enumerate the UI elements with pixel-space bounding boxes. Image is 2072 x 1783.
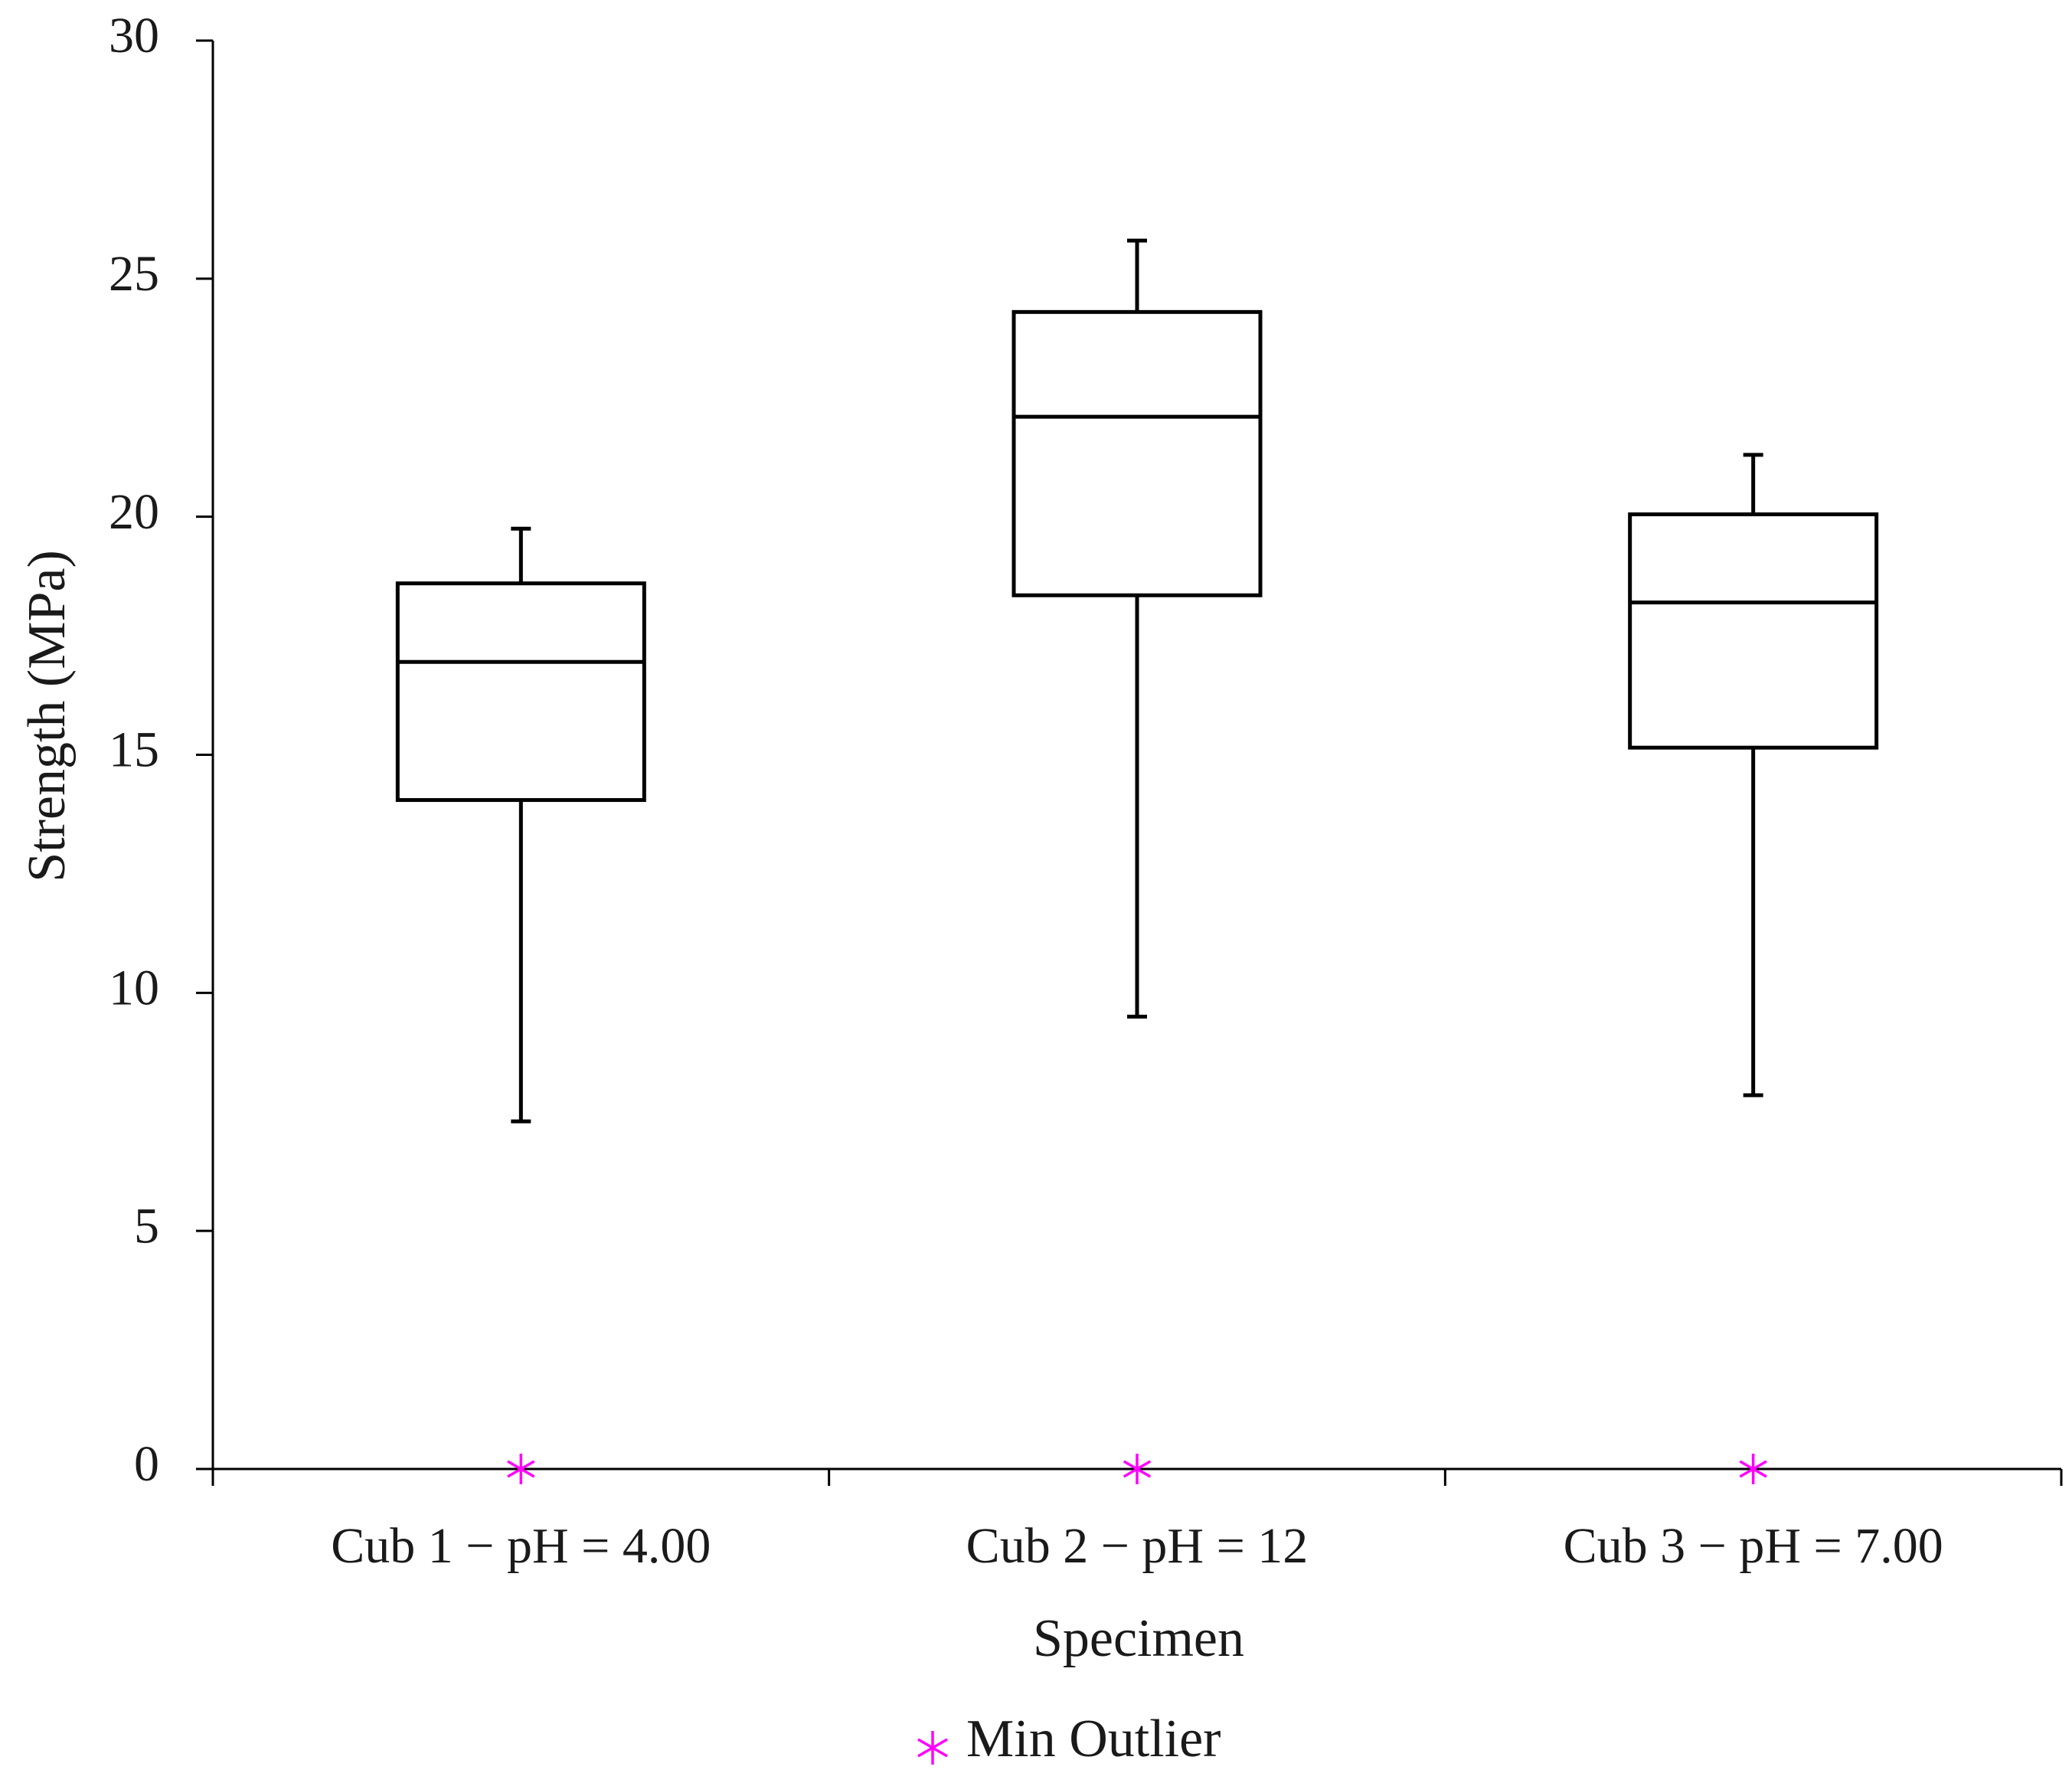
- min-outlier-point: [1123, 1454, 1152, 1484]
- box-1: [395, 526, 646, 1124]
- y-tick-label: 10: [109, 960, 159, 1016]
- x-tick-label: Cub 1 − pH = 4.00: [331, 1518, 711, 1574]
- x-tick-label: Cub 3 − pH = 7.00: [1564, 1518, 1943, 1574]
- legend-asterisk-marker: [917, 1731, 948, 1765]
- min-outlier-point: [1739, 1454, 1767, 1484]
- x-tick-label: Cub 2 − pH = 12: [966, 1518, 1309, 1574]
- y-tick-label: 15: [109, 722, 159, 778]
- x-axis-title: Specimen: [1033, 1609, 1244, 1668]
- box-2: [1011, 238, 1263, 1019]
- x-axis: Cub 1 − pH = 4.00 Cub 2 − pH = 12 Cub 3 − …: [211, 1467, 2063, 1574]
- legend-asterisk: [917, 1731, 948, 1765]
- y-axis-title: Strength (MPa): [18, 550, 77, 882]
- y-tick-label: 0: [134, 1436, 159, 1492]
- y-tick-label: 25: [109, 246, 159, 302]
- box-series: [395, 238, 1879, 1124]
- y-tick-label: 20: [109, 484, 159, 540]
- legend: Min Outlier: [917, 1709, 1221, 1768]
- y-tick-label: 5: [134, 1198, 159, 1254]
- box-3: [1628, 453, 1879, 1098]
- legend-label-min-outlier: Min Outlier: [966, 1709, 1221, 1768]
- min-outlier-point: [507, 1454, 535, 1484]
- y-tick-label: 30: [109, 8, 159, 64]
- y-axis: 0 5 10 15 20 25 30: [109, 8, 214, 1492]
- outlier-series: [507, 1454, 1767, 1484]
- box-iqr: [395, 581, 646, 803]
- box-iqr: [1011, 309, 1263, 597]
- box-iqr: [1628, 512, 1879, 750]
